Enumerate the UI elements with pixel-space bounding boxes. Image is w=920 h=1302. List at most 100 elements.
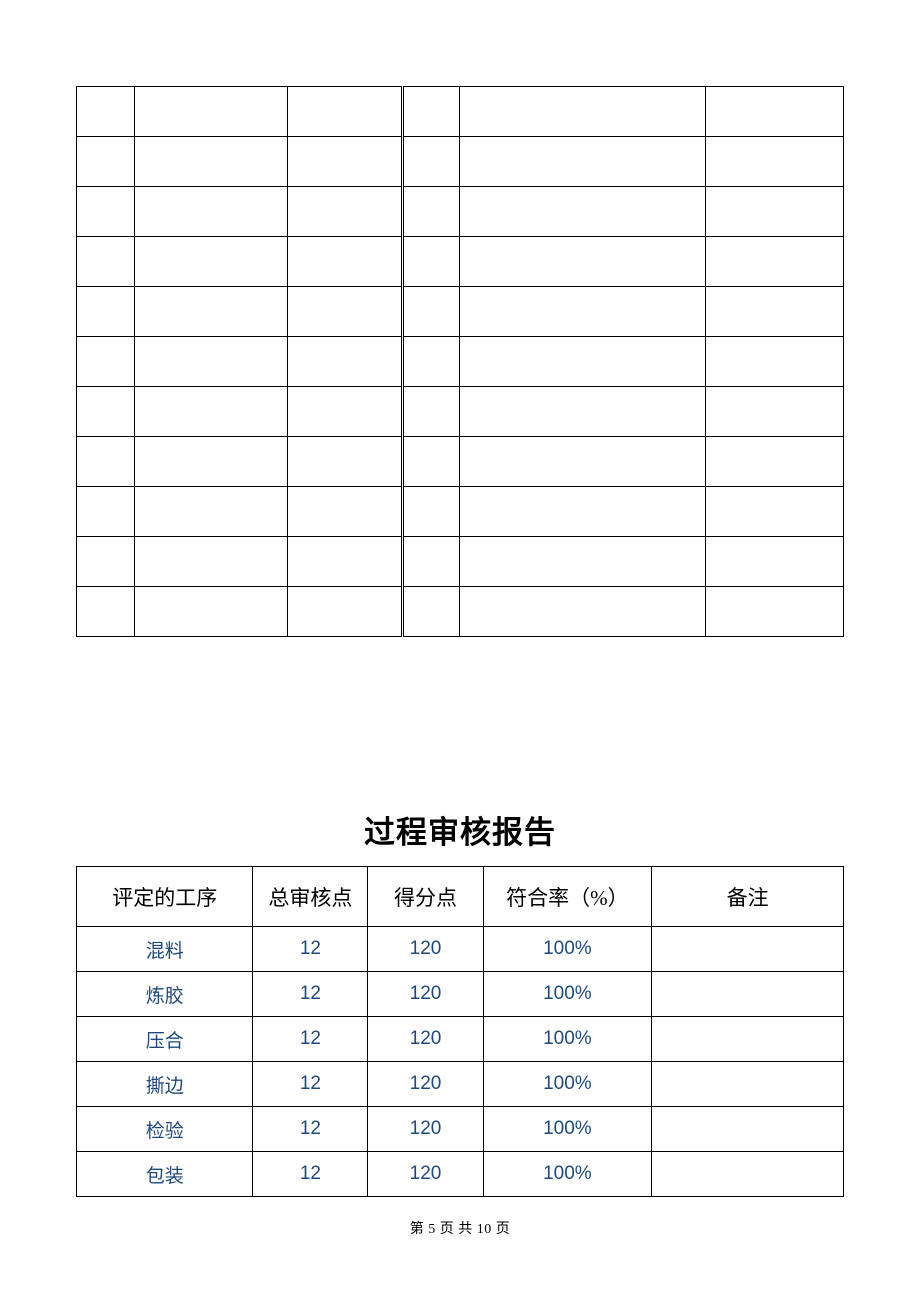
report-data-row: 压合12120100% xyxy=(77,1017,844,1062)
empty-grid-cell xyxy=(705,437,843,487)
empty-grid-cell xyxy=(402,587,460,637)
empty-grid-cell xyxy=(134,187,287,237)
report-data-row: 检验12120100% xyxy=(77,1107,844,1152)
report-header-cell: 总审核点 xyxy=(253,867,368,927)
empty-grid-cell xyxy=(287,487,402,537)
report-table-head: 评定的工序总审核点得分点符合率（%）备注 xyxy=(77,867,844,927)
empty-grid-cell xyxy=(77,487,135,537)
report-table: 评定的工序总审核点得分点符合率（%）备注 混料12120100%炼胶121201… xyxy=(76,866,844,1197)
empty-grid-cell xyxy=(77,387,135,437)
report-cell-score_points: 120 xyxy=(368,927,483,972)
report-cell-score_points: 120 xyxy=(368,1017,483,1062)
empty-grid-cell xyxy=(287,587,402,637)
report-data-row: 撕边12120100% xyxy=(77,1062,844,1107)
empty-grid-cell xyxy=(402,387,460,437)
empty-grid-cell xyxy=(134,437,287,487)
empty-grid-cell xyxy=(460,487,705,537)
report-cell-remark xyxy=(652,1062,844,1107)
empty-grid-row xyxy=(77,387,844,437)
empty-grid-cell xyxy=(705,287,843,337)
report-cell-compliance: 100% xyxy=(483,1152,652,1197)
empty-grid-cell xyxy=(287,87,402,137)
empty-grid-cell xyxy=(705,487,843,537)
report-cell-score_points: 120 xyxy=(368,972,483,1017)
report-cell-remark xyxy=(652,972,844,1017)
empty-grid-cell xyxy=(77,537,135,587)
empty-grid-row xyxy=(77,237,844,287)
report-cell-compliance: 100% xyxy=(483,1062,652,1107)
report-cell-process: 压合 xyxy=(77,1017,253,1062)
empty-grid-cell xyxy=(77,87,135,137)
report-cell-process: 检验 xyxy=(77,1107,253,1152)
report-cell-total_points: 12 xyxy=(253,1107,368,1152)
report-cell-total_points: 12 xyxy=(253,1152,368,1197)
empty-grid-cell xyxy=(705,187,843,237)
report-cell-total_points: 12 xyxy=(253,972,368,1017)
empty-grid-cell xyxy=(460,537,705,587)
empty-grid-cell xyxy=(402,137,460,187)
empty-grid-cell xyxy=(287,137,402,187)
document-page: 过程审核报告 评定的工序总审核点得分点符合率（%）备注 混料12120100%炼… xyxy=(0,0,920,1302)
empty-grid-cell xyxy=(287,287,402,337)
empty-grid-row xyxy=(77,487,844,537)
empty-grid-row xyxy=(77,437,844,487)
empty-grid-cell xyxy=(134,87,287,137)
empty-grid-cell xyxy=(460,437,705,487)
empty-grid-cell xyxy=(77,187,135,237)
empty-grid-cell xyxy=(134,587,287,637)
report-data-row: 包装12120100% xyxy=(77,1152,844,1197)
empty-grid-cell xyxy=(460,87,705,137)
page-footer: 第 5 页 共 10 页 xyxy=(0,1218,920,1238)
empty-grid-cell xyxy=(705,587,843,637)
report-cell-process: 包装 xyxy=(77,1152,253,1197)
report-cell-total_points: 12 xyxy=(253,1017,368,1062)
empty-grid-cell xyxy=(134,287,287,337)
empty-grid-row xyxy=(77,287,844,337)
empty-grid-cell xyxy=(402,487,460,537)
report-cell-process: 混料 xyxy=(77,927,253,972)
empty-grid-cell xyxy=(460,237,705,287)
report-cell-total_points: 12 xyxy=(253,927,368,972)
empty-grid-cell xyxy=(402,87,460,137)
empty-grid-cell xyxy=(460,587,705,637)
empty-grid-row xyxy=(77,87,844,137)
empty-grid-cell xyxy=(134,387,287,437)
report-data-row: 混料12120100% xyxy=(77,927,844,972)
empty-grid-row xyxy=(77,137,844,187)
report-header-cell: 备注 xyxy=(652,867,844,927)
report-cell-compliance: 100% xyxy=(483,927,652,972)
empty-grid-cell xyxy=(77,237,135,287)
empty-grid-cell xyxy=(705,537,843,587)
empty-grid-cell xyxy=(134,337,287,387)
empty-grid-cell xyxy=(402,337,460,387)
empty-grid-cell xyxy=(402,187,460,237)
empty-grid-cell xyxy=(287,437,402,487)
empty-grid-row xyxy=(77,337,844,387)
report-cell-process: 炼胶 xyxy=(77,972,253,1017)
report-title: 过程审核报告 xyxy=(76,807,844,852)
report-header-cell: 符合率（%） xyxy=(483,867,652,927)
empty-grid-cell xyxy=(287,387,402,437)
report-cell-compliance: 100% xyxy=(483,1017,652,1062)
top-table-body xyxy=(77,87,844,637)
report-cell-remark xyxy=(652,1107,844,1152)
report-cell-score_points: 120 xyxy=(368,1062,483,1107)
empty-grid-cell xyxy=(134,537,287,587)
empty-grid-cell xyxy=(460,187,705,237)
empty-grid-cell xyxy=(287,187,402,237)
empty-grid-cell xyxy=(77,587,135,637)
empty-grid-cell xyxy=(287,337,402,387)
report-cell-remark xyxy=(652,1152,844,1197)
report-cell-compliance: 100% xyxy=(483,1107,652,1152)
report-header-row: 评定的工序总审核点得分点符合率（%）备注 xyxy=(77,867,844,927)
empty-grid-cell xyxy=(705,337,843,387)
report-cell-process: 撕边 xyxy=(77,1062,253,1107)
empty-grid-cell xyxy=(77,137,135,187)
empty-grid-cell xyxy=(402,437,460,487)
report-cell-remark xyxy=(652,1017,844,1062)
report-cell-compliance: 100% xyxy=(483,972,652,1017)
empty-grid-cell xyxy=(134,237,287,287)
empty-grid-cell xyxy=(134,487,287,537)
empty-grid-cell xyxy=(77,437,135,487)
empty-grid-cell xyxy=(705,387,843,437)
